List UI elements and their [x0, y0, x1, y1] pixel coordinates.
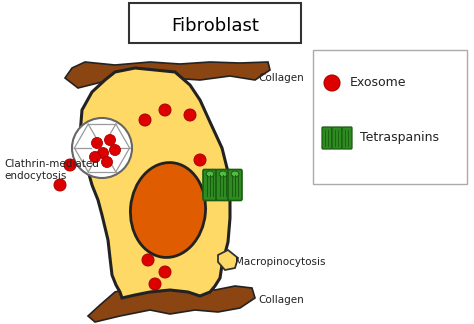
FancyBboxPatch shape — [228, 169, 242, 201]
Circle shape — [149, 278, 161, 290]
Text: Clathrin-mediated
endocytosis: Clathrin-mediated endocytosis — [4, 159, 99, 181]
FancyBboxPatch shape — [129, 3, 301, 43]
FancyBboxPatch shape — [203, 169, 217, 201]
Circle shape — [184, 109, 196, 121]
Polygon shape — [65, 62, 270, 88]
Ellipse shape — [130, 163, 206, 258]
Circle shape — [101, 156, 112, 168]
FancyBboxPatch shape — [216, 169, 230, 201]
Circle shape — [98, 147, 109, 158]
Ellipse shape — [206, 171, 214, 177]
FancyBboxPatch shape — [332, 127, 342, 149]
Circle shape — [64, 159, 76, 171]
Text: Fibroblast: Fibroblast — [171, 17, 259, 35]
Circle shape — [142, 254, 154, 266]
Circle shape — [194, 154, 206, 166]
Text: Tetraspanins: Tetraspanins — [360, 132, 439, 145]
FancyBboxPatch shape — [322, 127, 332, 149]
Circle shape — [54, 179, 66, 191]
Circle shape — [72, 118, 132, 178]
Ellipse shape — [219, 171, 227, 177]
Polygon shape — [218, 250, 238, 270]
Circle shape — [91, 137, 102, 148]
Circle shape — [324, 75, 340, 91]
FancyBboxPatch shape — [342, 127, 352, 149]
Polygon shape — [88, 286, 255, 322]
Circle shape — [104, 134, 116, 145]
Text: Macropinocytosis: Macropinocytosis — [235, 257, 326, 267]
Circle shape — [159, 104, 171, 116]
Circle shape — [109, 145, 120, 156]
Text: Exosome: Exosome — [350, 76, 407, 89]
Circle shape — [90, 152, 100, 163]
Text: Collagen: Collagen — [258, 295, 304, 305]
FancyBboxPatch shape — [313, 50, 467, 184]
Circle shape — [159, 266, 171, 278]
Circle shape — [139, 114, 151, 126]
Polygon shape — [80, 68, 230, 298]
Ellipse shape — [231, 171, 239, 177]
Text: Collagen: Collagen — [258, 73, 304, 83]
